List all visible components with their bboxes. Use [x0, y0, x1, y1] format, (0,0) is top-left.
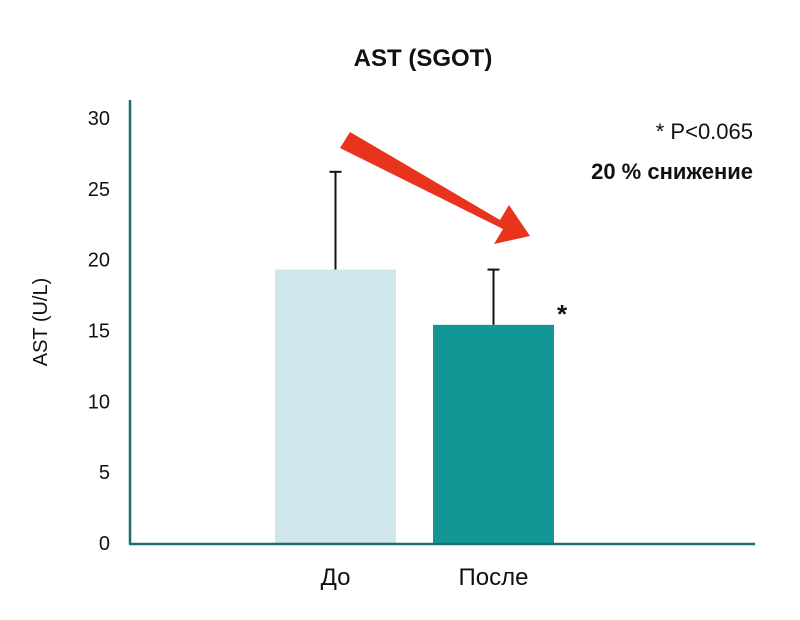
bar-2	[433, 324, 554, 543]
x-tick-label: После	[459, 564, 529, 591]
y-axis-label: AST (U/L)	[30, 278, 52, 367]
y-tick-label: 5	[99, 462, 110, 484]
y-tick-label: 15	[88, 321, 110, 343]
y-tick-label: 10	[88, 391, 110, 413]
chart-title: AST (SGOT)	[354, 45, 493, 72]
x-tick-label: До	[321, 564, 351, 591]
decrease-arrow	[340, 132, 530, 244]
y-tick-label: 25	[88, 179, 110, 201]
y-tick-label: 0	[99, 533, 110, 555]
y-tick-label: 20	[88, 250, 110, 272]
p-value-annotation: * P<0.065	[656, 119, 753, 144]
bar-1	[275, 269, 396, 543]
significance-marker: *	[557, 299, 568, 329]
y-tick-label: 30	[88, 108, 110, 130]
reduction-annotation: 20 % снижение	[591, 159, 753, 184]
